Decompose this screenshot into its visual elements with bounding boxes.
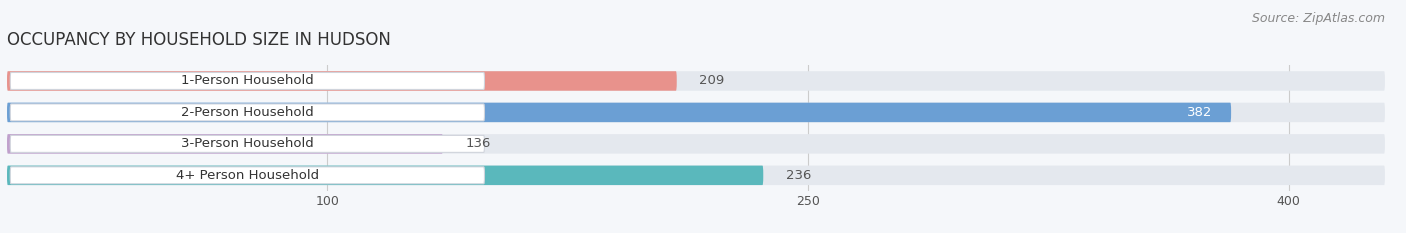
Text: 2-Person Household: 2-Person Household (181, 106, 314, 119)
Text: 1-Person Household: 1-Person Household (181, 75, 314, 87)
Text: 136: 136 (465, 137, 491, 150)
Text: OCCUPANCY BY HOUSEHOLD SIZE IN HUDSON: OCCUPANCY BY HOUSEHOLD SIZE IN HUDSON (7, 31, 391, 49)
Text: 209: 209 (699, 75, 724, 87)
FancyBboxPatch shape (7, 166, 1385, 185)
FancyBboxPatch shape (7, 166, 763, 185)
Text: 382: 382 (1187, 106, 1212, 119)
Text: 3-Person Household: 3-Person Household (181, 137, 314, 150)
FancyBboxPatch shape (10, 104, 485, 121)
FancyBboxPatch shape (7, 134, 1385, 154)
FancyBboxPatch shape (7, 134, 443, 154)
FancyBboxPatch shape (7, 103, 1232, 122)
FancyBboxPatch shape (7, 103, 1385, 122)
FancyBboxPatch shape (7, 71, 1385, 91)
FancyBboxPatch shape (10, 167, 485, 184)
Text: Source: ZipAtlas.com: Source: ZipAtlas.com (1251, 12, 1385, 25)
Text: 236: 236 (786, 169, 811, 182)
FancyBboxPatch shape (10, 135, 485, 152)
Text: 4+ Person Household: 4+ Person Household (176, 169, 319, 182)
FancyBboxPatch shape (10, 72, 485, 89)
FancyBboxPatch shape (7, 71, 676, 91)
